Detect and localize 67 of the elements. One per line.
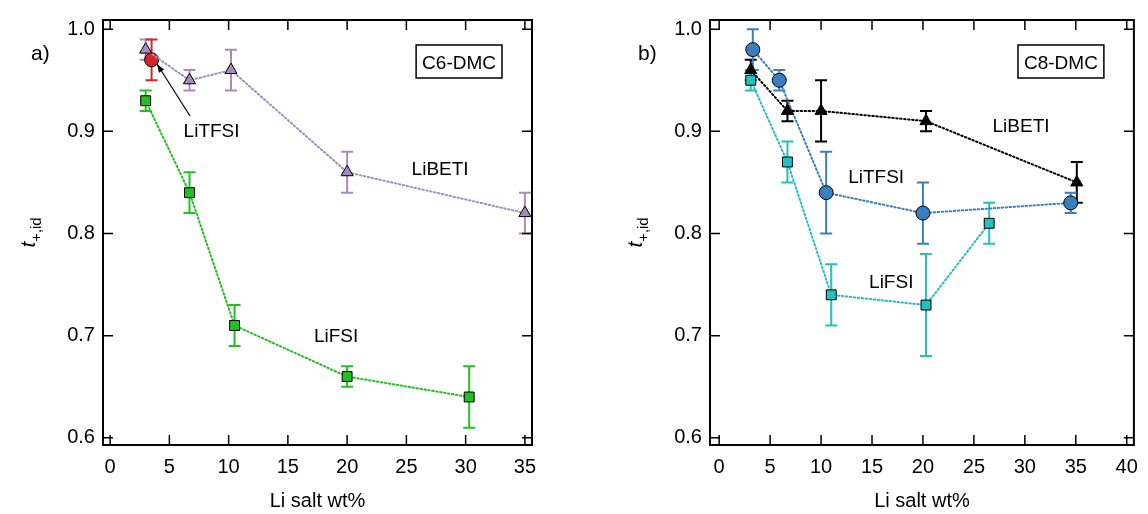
point — [745, 42, 761, 58]
point — [745, 74, 757, 86]
x-tick-label: 30 — [454, 454, 477, 477]
point — [224, 62, 238, 75]
y-tick-label: 1.0 — [674, 16, 702, 39]
y-tick-label: 0.6 — [674, 425, 702, 448]
x-axis-title: Li salt wt% — [874, 489, 970, 511]
y-axis-title: t+,id — [16, 217, 45, 248]
point — [814, 103, 828, 115]
point — [139, 42, 153, 54]
x-tick-label: 20 — [911, 454, 935, 477]
text: C6-DMC — [422, 52, 497, 73]
x-axis-title: Li salt wt% — [269, 489, 366, 511]
x-tick-label: 40 — [1115, 454, 1138, 477]
point — [818, 185, 834, 201]
x-tick-label: 0 — [713, 454, 725, 477]
series-label: LiFSI — [313, 324, 359, 346]
point — [920, 299, 932, 311]
point — [919, 113, 933, 126]
point — [463, 391, 475, 403]
y-tick-label: 0.7 — [67, 323, 95, 346]
series-label: LiFSI — [869, 271, 914, 293]
y-tick-label: 0.7 — [674, 323, 702, 346]
x-tick-label: 25 — [962, 454, 986, 477]
point — [341, 371, 353, 382]
x-tick-label: 25 — [395, 454, 418, 477]
point — [780, 103, 794, 115]
x-tick-label: 5 — [764, 454, 776, 477]
x-tick-label: 30 — [1013, 454, 1036, 477]
text: LiTFSI — [183, 120, 240, 142]
y-axis-title: t+,id — [623, 217, 652, 248]
x-tick-label: 20 — [336, 454, 359, 477]
point — [771, 72, 787, 88]
point — [825, 289, 837, 301]
x-tick-label: 5 — [163, 454, 175, 477]
point — [140, 95, 152, 107]
x-tick-label: 10 — [809, 454, 833, 477]
y-tick-label: 0.9 — [67, 118, 95, 141]
point — [340, 164, 354, 177]
point — [915, 205, 931, 221]
point — [781, 156, 793, 168]
point — [518, 205, 532, 218]
y-tick-label: 1.0 — [67, 16, 95, 39]
point — [184, 187, 195, 199]
point — [1070, 174, 1084, 187]
point — [983, 217, 995, 229]
series-label: LiTFSI — [848, 165, 905, 187]
y-tick-label: 0.8 — [67, 221, 95, 244]
point — [744, 62, 758, 75]
x-tick-label: 10 — [217, 454, 240, 477]
y-tick-label: 0.9 — [674, 118, 702, 141]
point — [144, 52, 160, 68]
y-tick-label: 0.6 — [67, 425, 95, 448]
series-label: LiBETI — [992, 115, 1050, 137]
x-tick-label: 35 — [513, 454, 537, 477]
text: a) — [31, 41, 50, 64]
x-tick-label: 0 — [104, 454, 116, 477]
y-tick-label: 0.8 — [674, 221, 702, 244]
point — [182, 72, 197, 85]
x-tick-label: 35 — [1064, 454, 1087, 477]
series-label: LiBETI — [411, 158, 469, 180]
text: b) — [638, 41, 657, 64]
point — [1063, 195, 1079, 211]
x-tick-label: 15 — [860, 454, 884, 477]
text: C8-DMC — [1023, 52, 1098, 73]
point — [229, 320, 240, 331]
x-tick-label: 15 — [276, 454, 299, 477]
